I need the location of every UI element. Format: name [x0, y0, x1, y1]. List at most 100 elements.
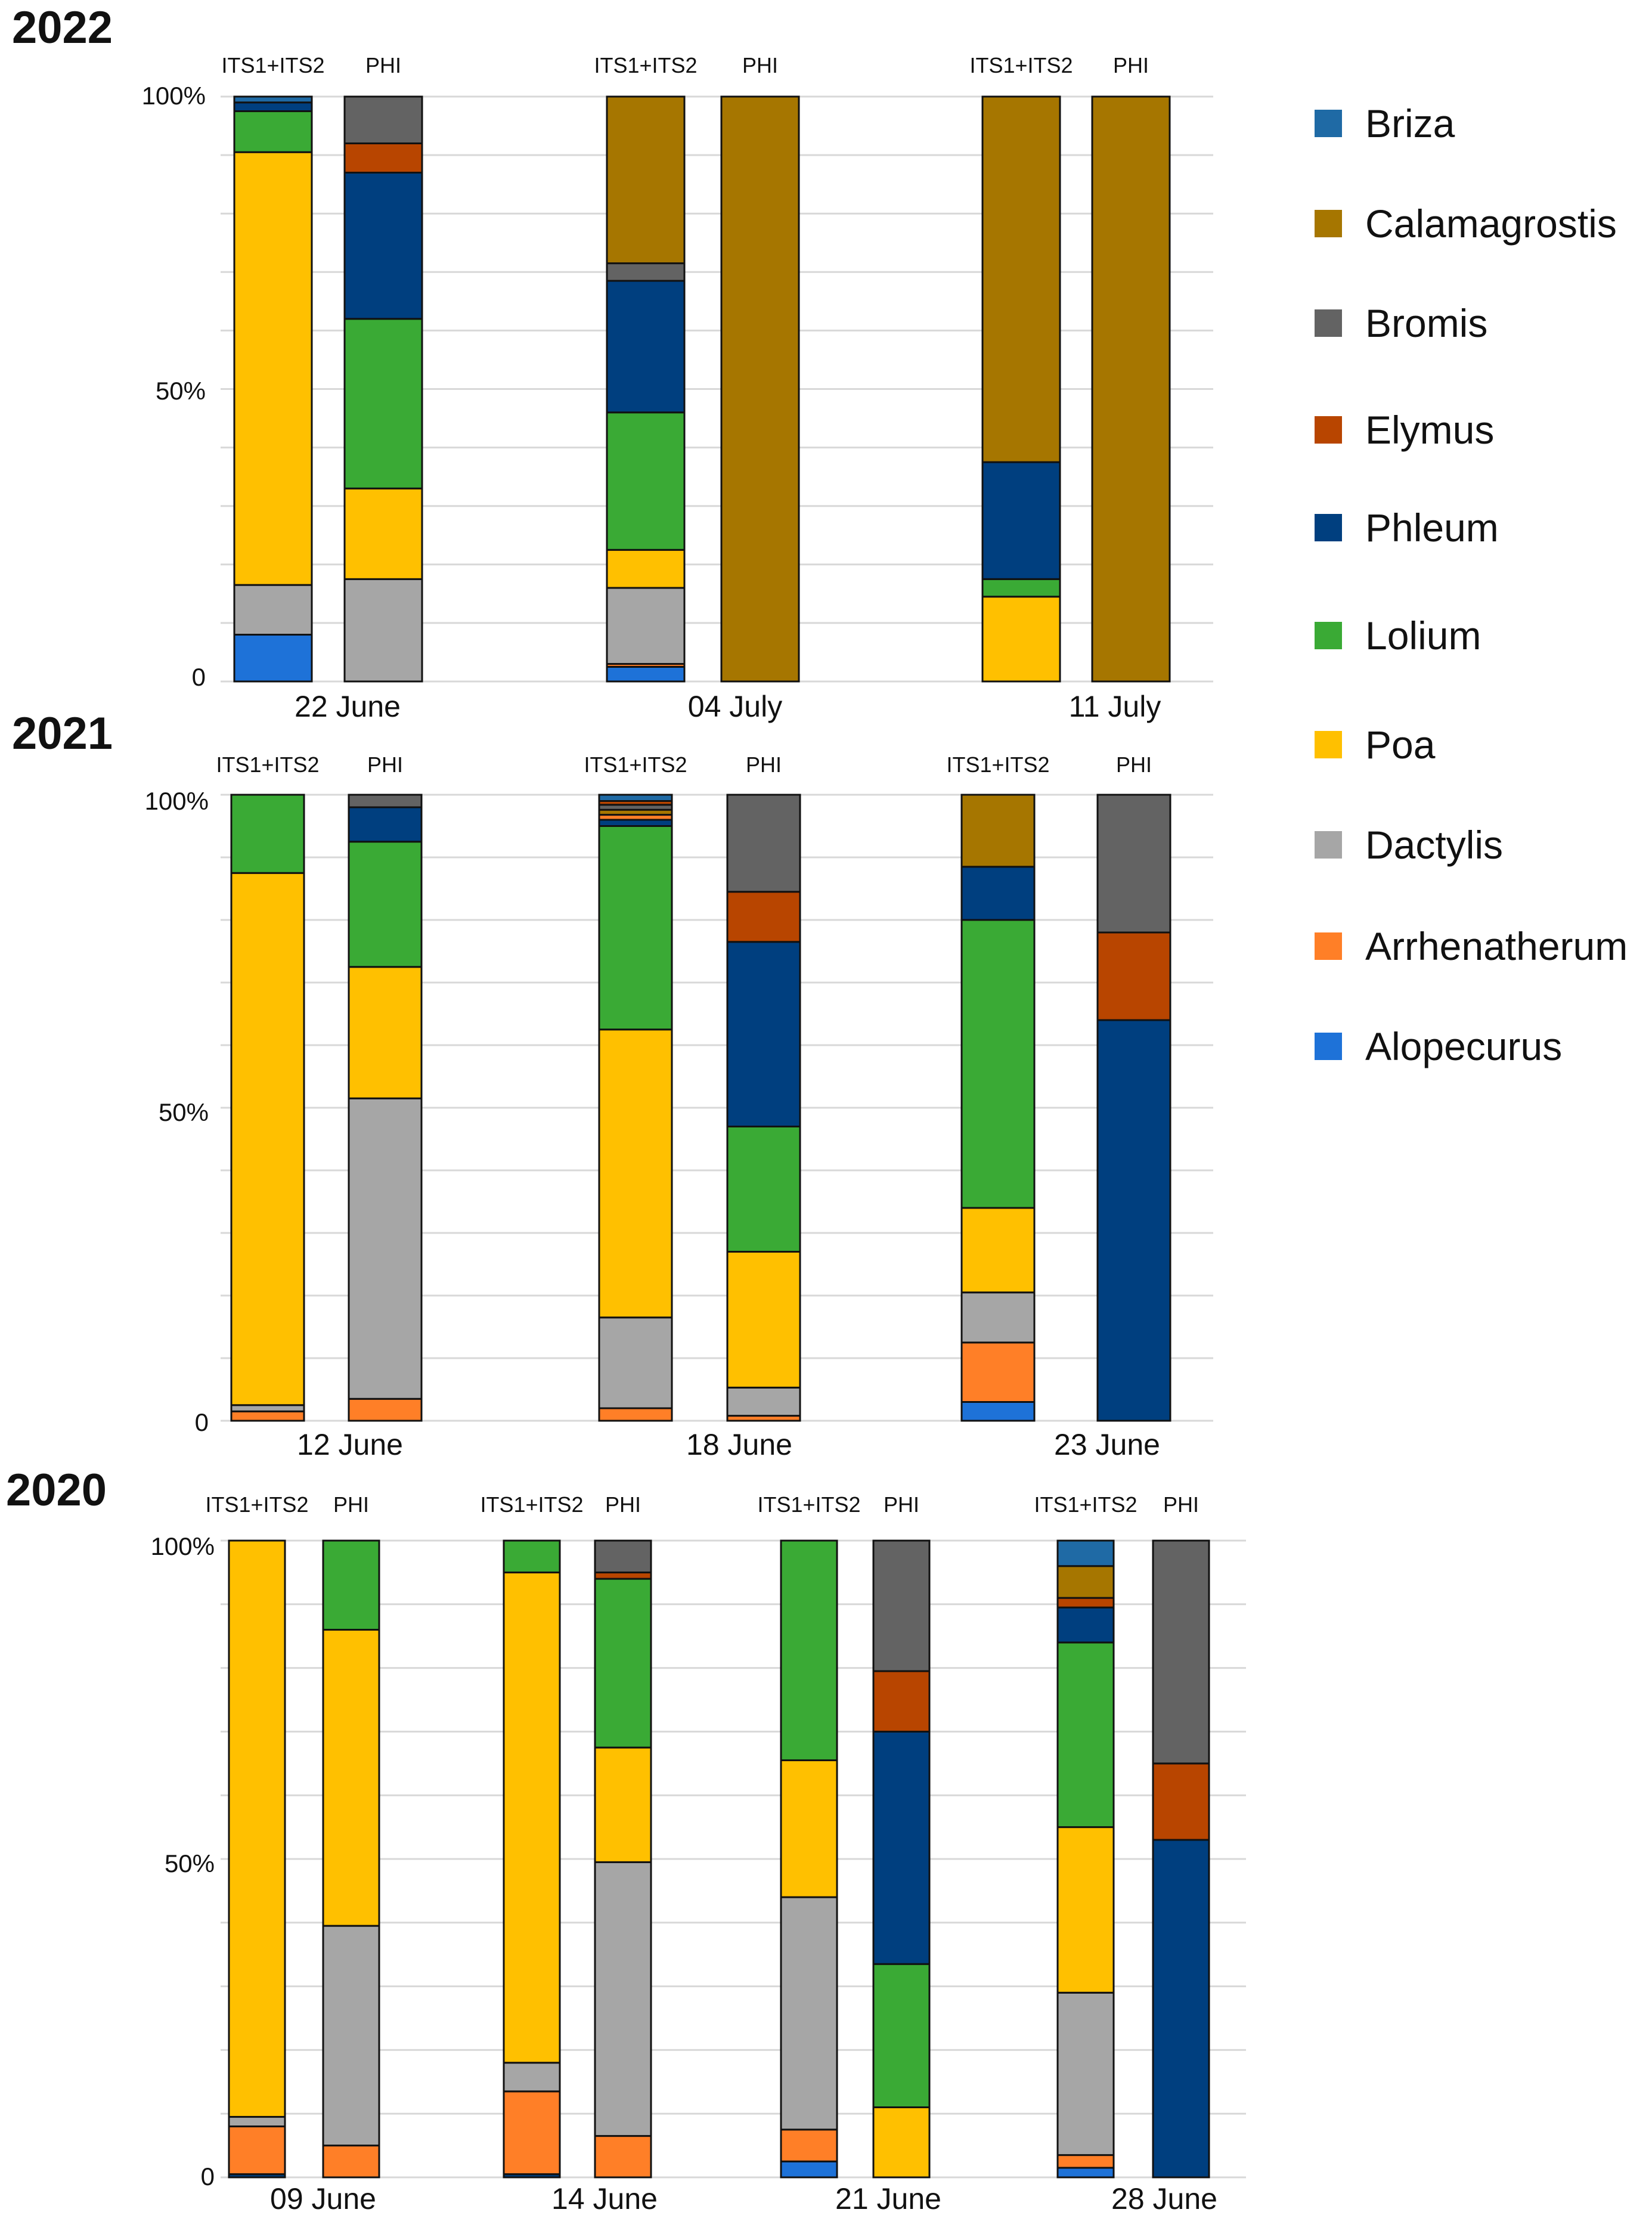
- method-label: PHI: [746, 752, 782, 777]
- bar-segment-poa: [503, 1571, 561, 2064]
- y-tick-label: 100%: [142, 82, 206, 110]
- bar-segment-elymus: [594, 1571, 652, 1580]
- stacked-bar: [348, 794, 423, 1422]
- legend-swatch: [1315, 731, 1342, 758]
- bar-segment-poa: [606, 549, 686, 589]
- legend-swatch: [1315, 932, 1342, 960]
- bar-segment-lolium: [322, 1539, 380, 1631]
- legend-swatch: [1315, 110, 1342, 137]
- method-label: PHI: [1116, 752, 1152, 777]
- bar-segment-arrhenatherum: [503, 2090, 561, 2176]
- bar-segment-dactylis: [233, 584, 313, 636]
- legend-item-briza: Briza: [1315, 101, 1455, 145]
- legend-swatch: [1315, 622, 1342, 649]
- method-label: PHI: [1163, 1492, 1199, 1517]
- bar-segment-phleum: [343, 172, 423, 320]
- bar-segment-elymus: [343, 142, 423, 174]
- method-label: PHI: [367, 752, 403, 777]
- bar-segment-dactylis: [606, 587, 686, 665]
- legend-swatch: [1315, 831, 1342, 859]
- bar-segment-briza: [233, 95, 313, 104]
- legend-label: Alopecurus: [1365, 1024, 1562, 1068]
- bar-segment-lolium: [872, 1963, 931, 2109]
- bar-segment-briza: [598, 794, 673, 802]
- stacked-bar: [872, 1539, 931, 2179]
- stacked-bar: [343, 95, 423, 683]
- bar-segment-poa: [1056, 1826, 1115, 1994]
- bar-segment-arrhenatherum: [230, 1410, 305, 1422]
- bar-segment-briza: [1056, 1539, 1115, 1567]
- legend-swatch: [1315, 416, 1342, 444]
- bar-group-28-june: ITS1+ITS2 PHI 28 June: [1034, 1492, 1217, 2215]
- date-label: 18 June: [686, 1428, 792, 1461]
- stacked-bar: [322, 1539, 380, 2179]
- stacked-bar: [228, 1539, 286, 2179]
- stacked-bar: [1056, 1539, 1115, 2179]
- legend-label: Calamagrostis: [1365, 202, 1617, 246]
- bar-segment-bromis: [872, 1539, 931, 1672]
- stacked-bar: [720, 95, 800, 683]
- date-label: 14 June: [551, 2182, 658, 2215]
- method-label: ITS1+ITS2: [480, 1492, 583, 1517]
- stacked-bar: [780, 1539, 838, 2179]
- method-label: ITS1+ITS2: [584, 752, 687, 777]
- bar-segment-dactylis: [228, 2116, 286, 2128]
- bar-segment-calamagrostis: [981, 95, 1061, 463]
- date-label: 23 June: [1054, 1428, 1160, 1461]
- bar-segment-elymus: [1152, 1762, 1210, 1841]
- method-label: PHI: [605, 1492, 641, 1517]
- bar-segment-phleum: [233, 101, 313, 113]
- bar-group-11-july: ITS1+ITS2 PHI 11 July: [969, 53, 1171, 723]
- bar-segment-bromis: [1152, 1539, 1210, 1765]
- y-tick-label: 50%: [159, 1098, 209, 1126]
- bar-group-22-june: ITS1+ITS2 PHI 22 June: [221, 53, 423, 723]
- method-label: ITS1+ITS2: [1034, 1492, 1137, 1517]
- bar-segment-poa: [981, 596, 1061, 683]
- method-label: ITS1+ITS2: [969, 53, 1073, 78]
- legend-label: Briza: [1365, 101, 1455, 145]
- bar-segment-poa: [322, 1629, 380, 1927]
- legend-item-phleum: Phleum: [1315, 506, 1499, 550]
- date-label: 11 July: [1069, 690, 1161, 723]
- bar-segment-bromis: [726, 794, 801, 893]
- bar-segment-dactylis: [343, 578, 423, 683]
- bar-segment-dactylis: [598, 1316, 673, 1409]
- bar-segment-dactylis: [594, 1861, 652, 2137]
- bar-segment-bromis: [343, 95, 423, 144]
- y-tick-label: 50%: [156, 377, 206, 405]
- bar-segment-dactylis: [230, 1404, 305, 1412]
- stacked-bar: [233, 95, 313, 683]
- bar-segment-arrhenatherum: [228, 2125, 286, 2176]
- bar-segment-elymus: [872, 1670, 931, 1733]
- bar-segment-phleum: [981, 461, 1061, 580]
- year-title: 2021: [12, 708, 113, 759]
- bar-segment-lolium: [726, 1126, 801, 1253]
- bar-segment-dactylis: [322, 1925, 380, 2147]
- method-label: PHI: [884, 1492, 919, 1517]
- legend: Briza Calamagrostis Bromis Elymus Phleum Loli…: [1315, 101, 1628, 1068]
- y-tick-label: 0: [201, 2162, 215, 2190]
- method-label: ITS1+ITS2: [221, 53, 324, 78]
- bar-segment-poa: [598, 1028, 673, 1319]
- legend-label: Elymus: [1365, 408, 1494, 452]
- bar-segment-phleum: [606, 280, 686, 414]
- legend-swatch: [1315, 1033, 1342, 1060]
- bar-segment-dactylis: [960, 1291, 1036, 1344]
- bar-segment-lolium: [606, 411, 686, 551]
- legend-swatch: [1315, 514, 1342, 541]
- bar-segment-calamagrostis: [720, 95, 800, 683]
- date-label: 04 July: [688, 690, 782, 723]
- bar-group-18-june: ITS1+ITS2 PHI 18 June: [584, 752, 801, 1461]
- bar-segment-dactylis: [1056, 1991, 1115, 2156]
- legend-swatch: [1315, 309, 1342, 337]
- stacked-bar: [960, 794, 1036, 1422]
- bar-segment-phleum: [872, 1730, 931, 1965]
- legend-label: Dactylis: [1365, 823, 1503, 867]
- method-label: PHI: [333, 1492, 369, 1517]
- bar-group-23-june: ITS1+ITS2 PHI 23 June: [946, 752, 1171, 1461]
- bar-segment-dactylis: [780, 1896, 838, 2131]
- bar-segment-arrhenatherum: [594, 2135, 652, 2179]
- method-label: ITS1+ITS2: [216, 752, 319, 777]
